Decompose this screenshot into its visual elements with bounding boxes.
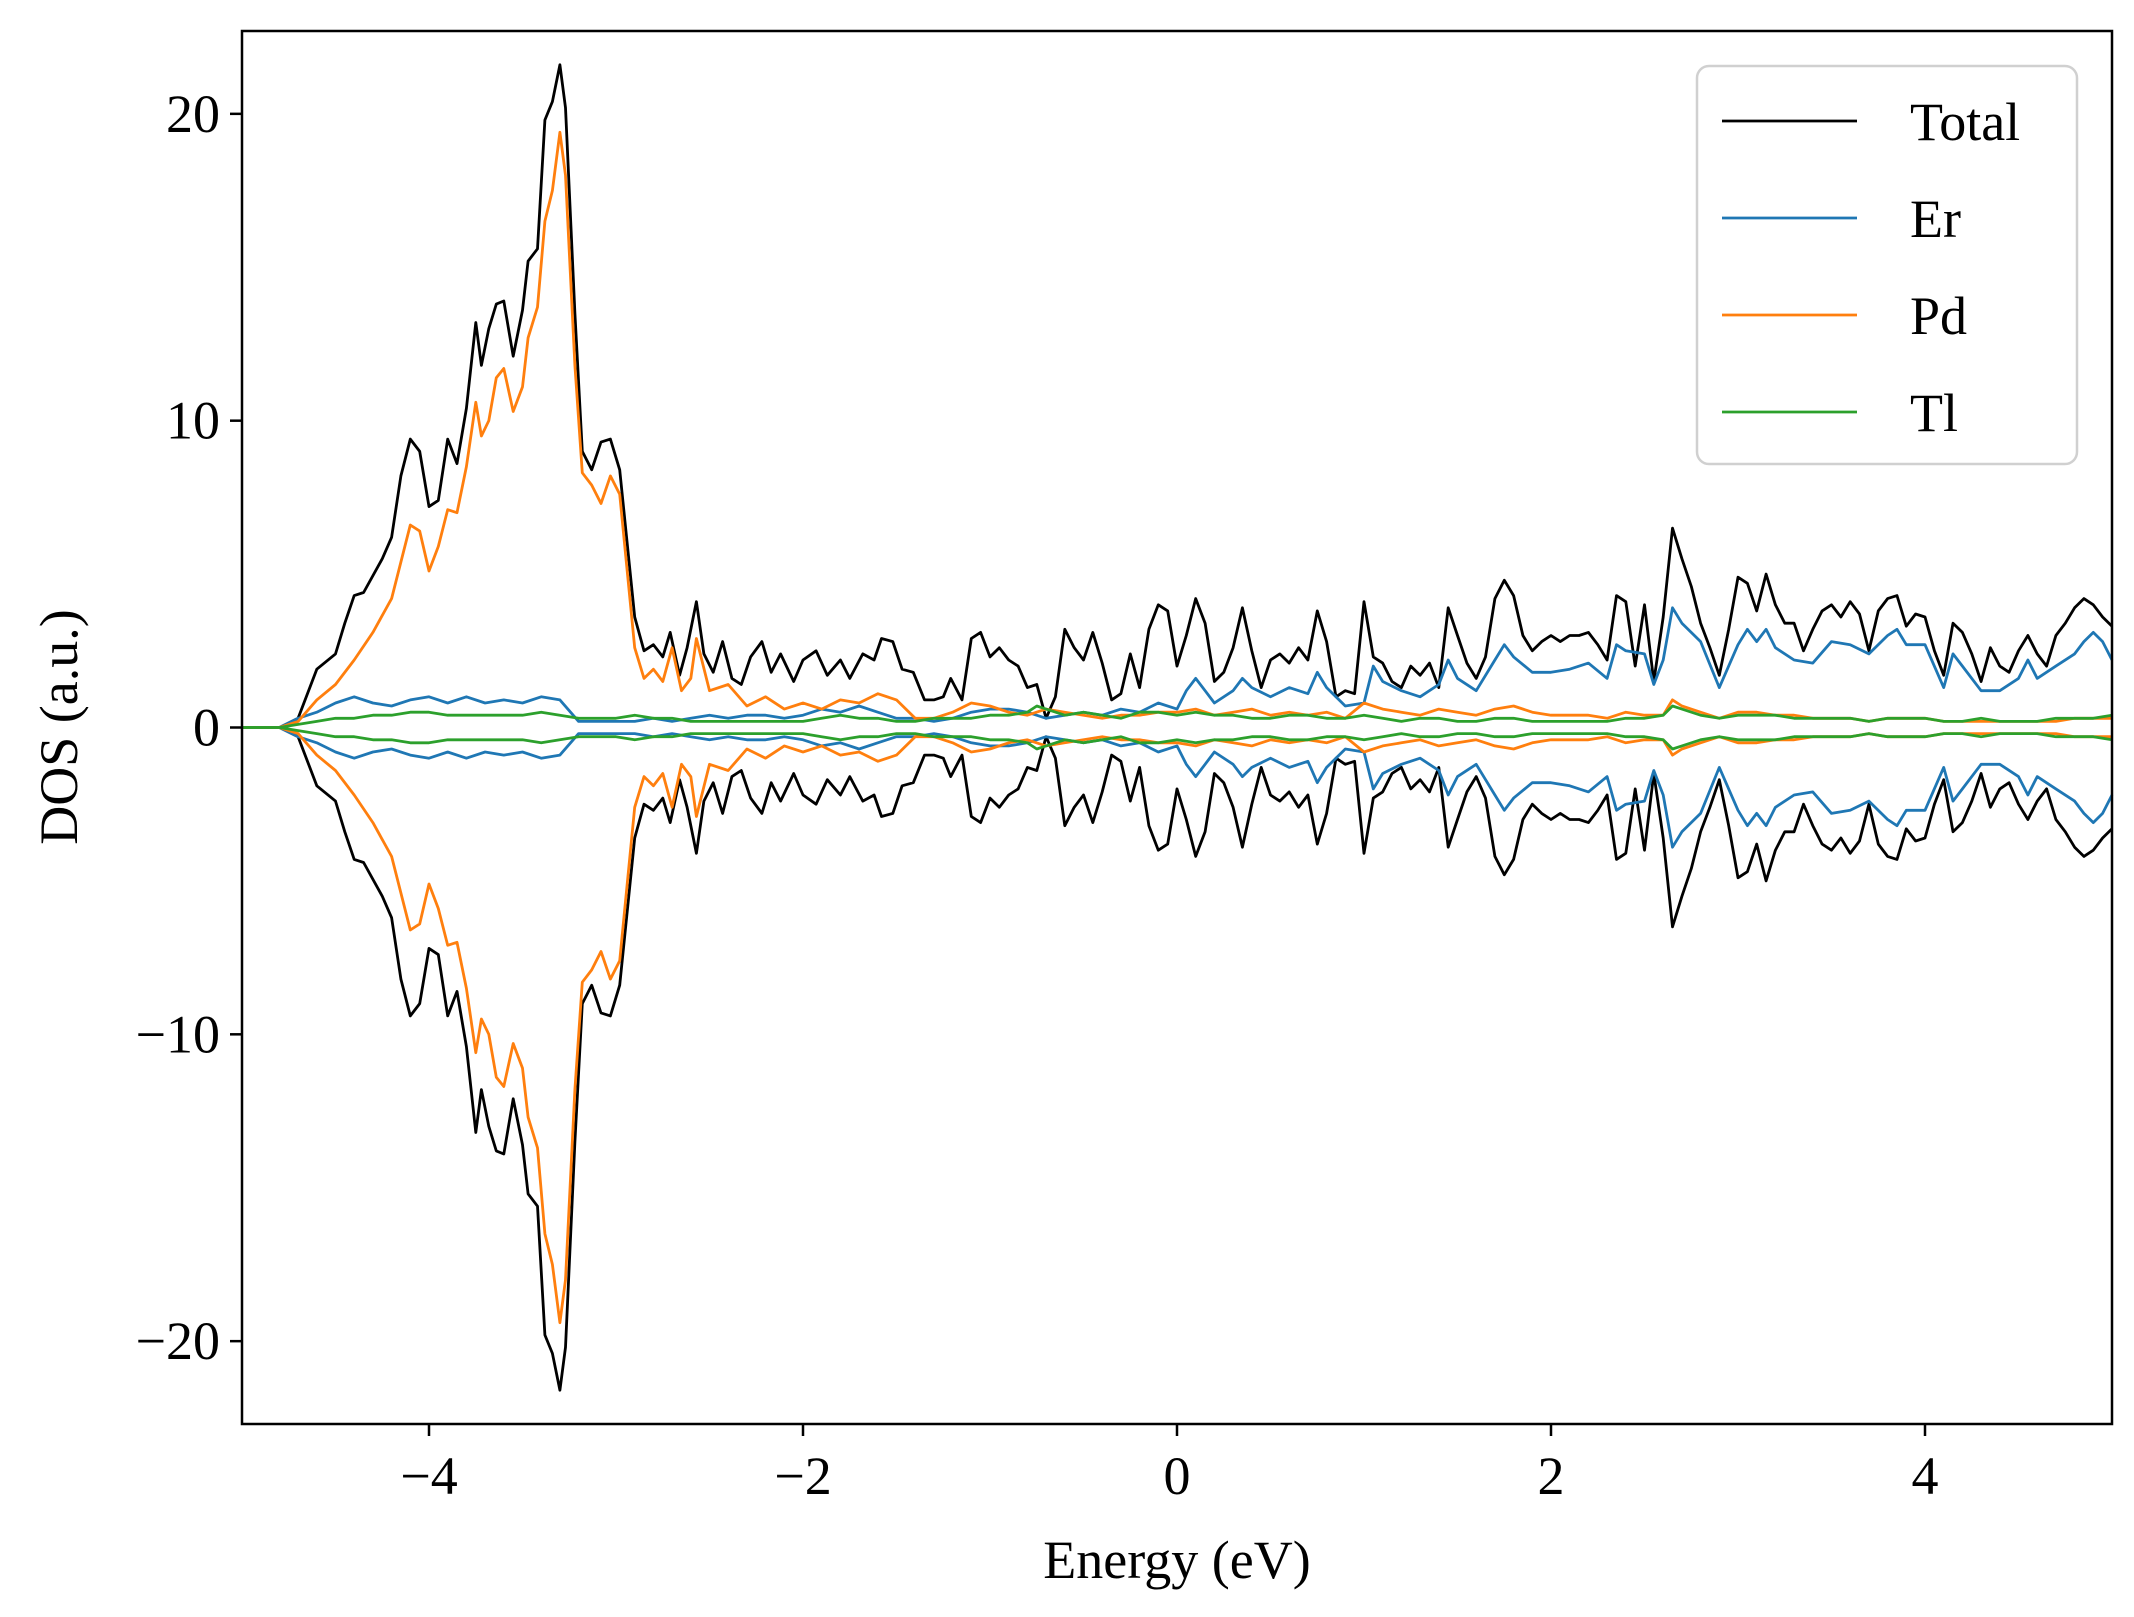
series-total-down-line xyxy=(242,726,2113,1392)
legend-label-total: Total xyxy=(1910,92,2020,152)
y-axis-ticks: −20 −10 0 10 20 xyxy=(136,84,242,1371)
legend-label-er: Er xyxy=(1910,189,1961,249)
y-tick-label: 0 xyxy=(193,698,220,758)
legend: Total Er Pd Tl xyxy=(1695,64,2079,466)
series-er-down-line xyxy=(242,726,2114,849)
x-tick-label: 0 xyxy=(1164,1446,1191,1506)
legend-label-tl: Tl xyxy=(1910,383,1958,443)
series-layer xyxy=(242,63,2114,1392)
x-tick-label: 2 xyxy=(1538,1446,1565,1506)
x-tick-label: −2 xyxy=(774,1446,831,1506)
y-axis-label: DOS (a.u.) xyxy=(29,609,89,844)
series-tl-up-line xyxy=(242,704,2113,729)
y-tick-label: −10 xyxy=(136,1004,220,1064)
x-tick-label: −4 xyxy=(400,1446,457,1506)
y-tick-label: 10 xyxy=(166,391,220,451)
x-axis-ticks: −4 −2 0 2 4 xyxy=(400,1424,1939,1506)
y-tick-label: 20 xyxy=(166,84,220,144)
series-er-up-line xyxy=(242,606,2114,729)
legend-box xyxy=(1695,64,2079,466)
x-tick-label: 4 xyxy=(1912,1446,1939,1506)
series-tl-down-line xyxy=(242,726,2113,751)
series-total-up-line xyxy=(242,63,2113,729)
series-pd-up-line xyxy=(242,130,2112,729)
x-axis-label: Energy (eV) xyxy=(1043,1530,1310,1590)
y-tick-label: −20 xyxy=(136,1311,220,1371)
legend-label-pd: Pd xyxy=(1910,286,1967,346)
series-pd-down-line xyxy=(242,726,2112,1325)
